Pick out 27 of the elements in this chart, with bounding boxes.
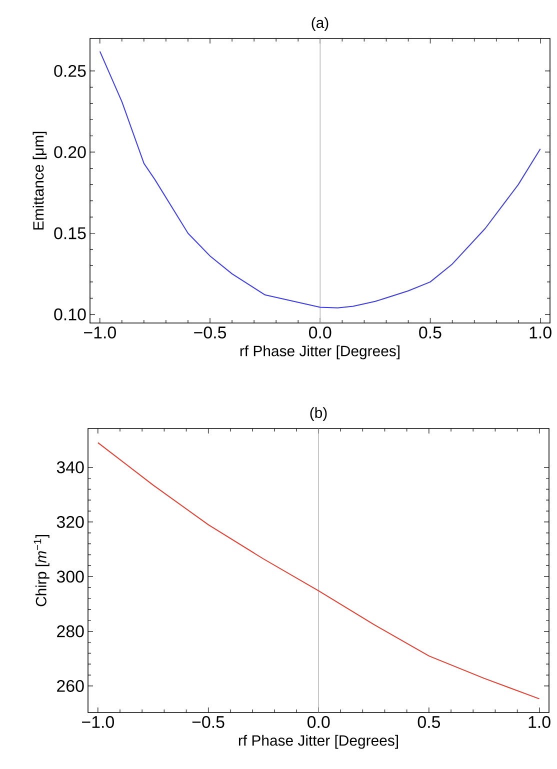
x-tick-label: 0.0 [307, 716, 330, 728]
y-axis-title: Chirp [m$^{−1}$] [34, 535, 50, 606]
x-tick-label: 1.0 [530, 326, 552, 339]
y-tick-label: 280 [57, 625, 84, 638]
y-tick-label: 340 [56, 461, 84, 474]
x-tick-label: 0.0 [308, 326, 332, 339]
x-axis-title: rf Phase Jitter [Degrees] [240, 345, 400, 360]
chart-title: (b) [310, 407, 327, 421]
chart-title: (a) [312, 17, 328, 31]
x-tick-label: −0.5 [194, 326, 226, 339]
x-tick-label: −1.0 [82, 716, 114, 728]
y-axis-title: Emittance [μm] [32, 132, 47, 230]
x-tick-label: 1.0 [528, 716, 550, 728]
x-axis-title: rf Phase Jitter [Degrees] [238, 734, 398, 749]
y-tick-label: 300 [56, 570, 84, 583]
x-tick-label: −1.0 [84, 326, 116, 339]
y-tick-label: 0.15 [54, 227, 86, 240]
y-tick-label: 320 [56, 516, 84, 528]
line-series [99, 50, 541, 308]
y-tick-label: 260 [57, 680, 84, 692]
x-tick-label: 0.5 [418, 716, 440, 728]
y-tick-label: 0.10 [54, 308, 86, 320]
y-tick-label: 0.20 [54, 146, 86, 158]
x-tick-label: −0.5 [192, 716, 224, 728]
y-tick-label: 0.25 [54, 64, 86, 77]
x-tick-label: 0.5 [419, 326, 442, 339]
line-series [97, 442, 540, 700]
